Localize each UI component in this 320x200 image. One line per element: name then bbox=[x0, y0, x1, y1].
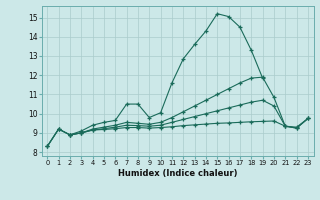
X-axis label: Humidex (Indice chaleur): Humidex (Indice chaleur) bbox=[118, 169, 237, 178]
